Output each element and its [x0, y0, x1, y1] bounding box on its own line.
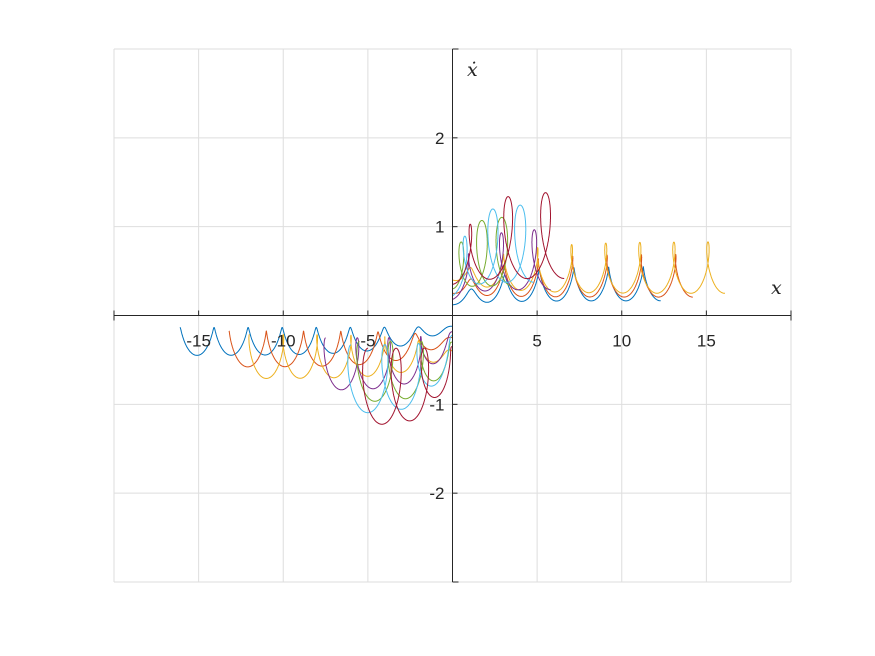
x-tick-label: -5: [360, 332, 375, 351]
x-tick-label: 5: [532, 332, 541, 351]
phase-trajectories: [179, 192, 725, 425]
x-tick-label: -10: [271, 332, 296, 351]
trajectory-left: [356, 340, 453, 402]
tick-labels: -15 -10 -5 5 10 15 -2 -1 1 2: [186, 129, 716, 503]
x-tick-label: 15: [697, 332, 716, 351]
trajectory-left: [248, 334, 453, 379]
trajectory-right: [452, 266, 661, 306]
trajectory-left: [179, 325, 453, 356]
y-tick-label: 1: [435, 218, 444, 237]
x-axis-label: x: [771, 277, 782, 299]
y-tick-label: -2: [429, 484, 444, 503]
trajectory-right: [452, 204, 534, 297]
x-tick-label: 10: [612, 332, 631, 351]
axes: [113, 48, 792, 583]
trajectory-right: [452, 192, 565, 285]
y-tick-label: 2: [435, 129, 444, 148]
y-axis-label: ẋ: [467, 59, 478, 81]
x-tick-label: -15: [186, 332, 211, 351]
trajectory-left: [347, 334, 453, 414]
trajectory-left: [323, 331, 453, 391]
trajectory-right: [452, 216, 513, 290]
trajectory-left: [228, 330, 453, 368]
y-tick-label: -1: [429, 395, 444, 414]
trajectory-left: [362, 346, 453, 425]
